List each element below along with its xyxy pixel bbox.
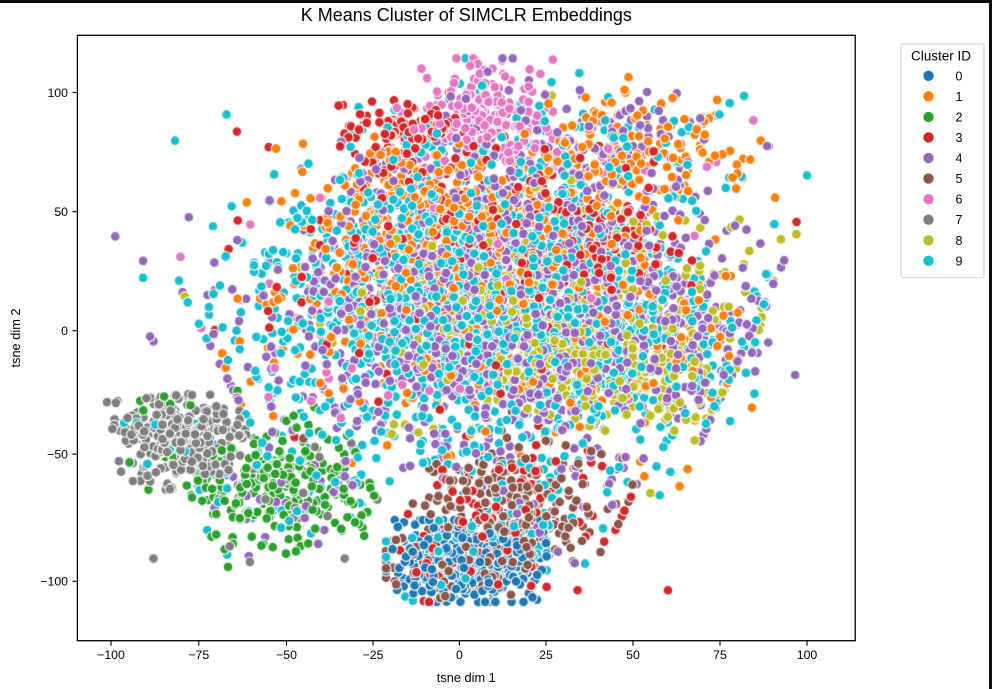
svg-text:−100: −100: [40, 575, 68, 589]
svg-text:100: 100: [797, 648, 818, 662]
svg-text:tsne dim 2: tsne dim 2: [8, 308, 23, 367]
svg-text:7: 7: [956, 213, 963, 227]
svg-text:K Means Cluster of SIMCLR Embe: K Means Cluster of SIMCLR Embeddings: [301, 5, 632, 25]
svg-text:0: 0: [456, 648, 463, 662]
svg-text:6: 6: [956, 193, 963, 207]
svg-text:2: 2: [956, 110, 963, 124]
svg-text:0: 0: [61, 324, 68, 338]
svg-text:3: 3: [956, 131, 963, 145]
svg-text:−50: −50: [276, 648, 297, 662]
svg-text:tsne dim 1: tsne dim 1: [437, 670, 496, 685]
svg-text:−100: −100: [97, 648, 125, 662]
svg-text:0: 0: [956, 69, 963, 83]
svg-text:50: 50: [54, 205, 68, 219]
svg-text:50: 50: [626, 648, 640, 662]
svg-text:9: 9: [956, 254, 963, 268]
svg-text:−75: −75: [188, 648, 209, 662]
svg-text:100: 100: [47, 86, 68, 100]
svg-text:8: 8: [956, 234, 963, 248]
svg-text:−25: −25: [363, 648, 384, 662]
svg-text:75: 75: [713, 648, 727, 662]
svg-text:25: 25: [539, 648, 553, 662]
svg-text:Cluster ID: Cluster ID: [911, 49, 971, 64]
svg-text:4: 4: [956, 152, 963, 166]
svg-text:−50: −50: [47, 448, 68, 462]
svg-text:1: 1: [956, 90, 963, 104]
svg-text:5: 5: [956, 172, 963, 186]
